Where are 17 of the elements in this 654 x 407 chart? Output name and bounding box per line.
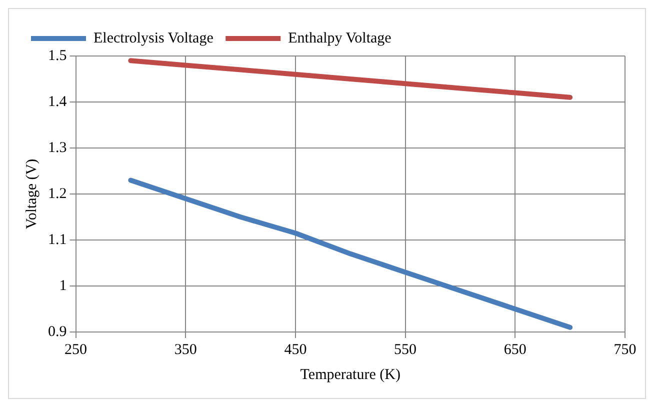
y-tick-label: 1.3 xyxy=(48,140,67,156)
legend-label: Electrolysis Voltage xyxy=(94,30,214,46)
x-tick-label: 450 xyxy=(284,342,307,358)
x-tick-label: 250 xyxy=(64,342,87,358)
x-tick-label: 750 xyxy=(614,342,636,358)
y-tick-label: 1 xyxy=(59,278,67,294)
y-tick-label: 1.5 xyxy=(48,48,67,64)
y-tick-label: 1.1 xyxy=(48,232,67,248)
y-tick-label: 0.9 xyxy=(48,324,67,340)
y-tick-label: 1.4 xyxy=(48,94,68,110)
x-tick-label: 350 xyxy=(174,342,197,358)
x-axis-title: Temperature (K) xyxy=(300,366,400,383)
x-tick-label: 550 xyxy=(394,342,417,358)
legend-label: Enthalpy Voltage xyxy=(288,30,392,46)
x-tick-label: 650 xyxy=(504,342,526,358)
y-tick-label: 1.2 xyxy=(48,186,67,202)
y-axis-title: Voltage (V) xyxy=(24,158,40,230)
